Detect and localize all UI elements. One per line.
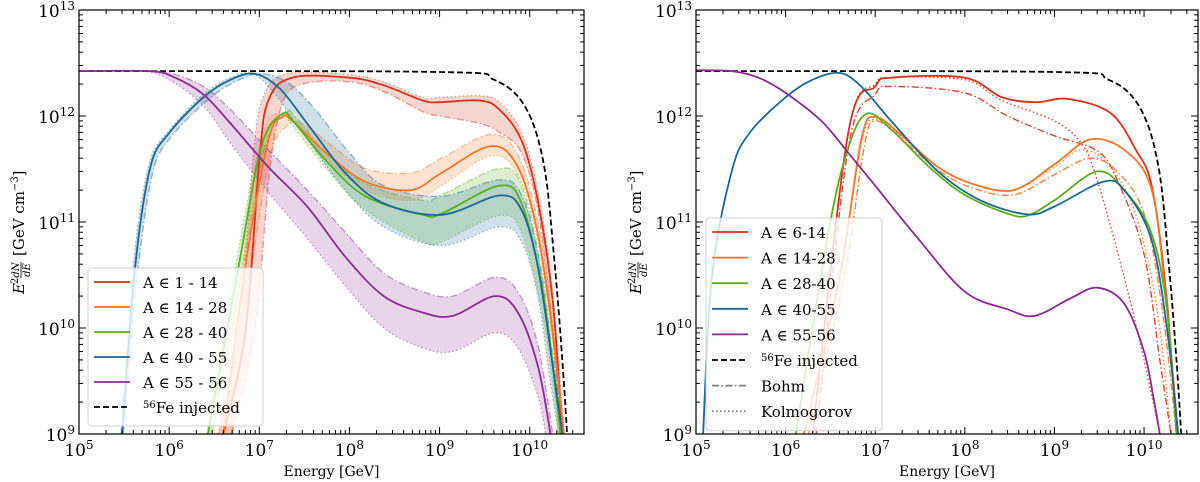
legend-item: A ∈ 6-14 bbox=[712, 224, 826, 242]
y-tick-label: 1011 bbox=[655, 211, 692, 234]
legend-item: Bohm bbox=[712, 378, 805, 396]
uncertainty-band bbox=[218, 113, 564, 434]
series-line bbox=[702, 71, 1179, 434]
legend-label: A ∈ 28 - 40 bbox=[142, 324, 227, 342]
plot-area bbox=[79, 69, 568, 434]
legend-label: Kolmogorov bbox=[761, 403, 853, 421]
legend-item: A ∈ 40 - 55 bbox=[94, 349, 227, 367]
x-tick-label: 105 bbox=[64, 438, 93, 461]
svg-text:dN: dN bbox=[628, 261, 639, 277]
legend-item: A ∈ 28-40 bbox=[712, 275, 836, 293]
y-tick-label: 1010 bbox=[655, 317, 692, 340]
legend-label: A ∈ 14-28 bbox=[760, 250, 836, 268]
y-tick-label: 1013 bbox=[38, 0, 75, 22]
svg-text:dE: dE bbox=[639, 262, 650, 276]
series-line bbox=[222, 74, 564, 434]
series-kolmogorov-line bbox=[811, 76, 1161, 434]
svg-text:2: 2 bbox=[10, 278, 21, 284]
legend-item: A ∈ 55-56 bbox=[712, 326, 836, 344]
x-axis-label: Energy [GeV] bbox=[283, 464, 379, 480]
x-tick-label: 1010 bbox=[511, 438, 548, 461]
x-tick-label: 106 bbox=[771, 438, 800, 461]
svg-text:E: E bbox=[627, 283, 645, 295]
legend-box bbox=[705, 217, 883, 432]
series-fe-injected-line bbox=[696, 70, 1183, 434]
series-bohm-line bbox=[231, 80, 562, 434]
legend-label: 56Fe injected bbox=[761, 352, 858, 370]
legend-item: A ∈ 1 - 14 bbox=[94, 274, 218, 292]
series-line bbox=[121, 72, 564, 434]
y-tick-label: 1012 bbox=[655, 105, 692, 128]
y-tick-label: 109 bbox=[663, 423, 692, 446]
legend: A ∈ 1 - 14 A ∈ 14 - 28 A ∈ 28 - 40 A ∈ 40 -… bbox=[87, 267, 264, 427]
series-line bbox=[222, 114, 565, 434]
series-line bbox=[794, 112, 1178, 434]
uncertainty-band bbox=[206, 109, 563, 434]
legend: A ∈ 6-14 A ∈ 14-28 A ∈ 28-40 A ∈ 40-55 A ∈ 5… bbox=[705, 217, 883, 432]
legend-item: Kolmogorov bbox=[712, 403, 853, 421]
legend-label: A ∈ 14 - 28 bbox=[142, 299, 227, 317]
legend-label: A ∈ 28-40 bbox=[760, 275, 836, 293]
y-tick-label: 1012 bbox=[38, 105, 75, 128]
series-kolmogorov-line bbox=[79, 69, 547, 434]
legend-label: A ∈ 1 - 14 bbox=[142, 274, 218, 292]
x-tick-label: 109 bbox=[425, 438, 454, 461]
uncertainty-band bbox=[120, 72, 564, 434]
legend-item: A ∈ 28 - 40 bbox=[94, 324, 227, 342]
series-line bbox=[79, 69, 552, 434]
y-tick-label: 1013 bbox=[655, 0, 692, 22]
x-tick-label: 107 bbox=[245, 438, 274, 461]
legend-label: A ∈ 40-55 bbox=[760, 301, 836, 319]
legend-label: A ∈ 55 - 56 bbox=[142, 374, 227, 392]
legend-item: A ∈ 40-55 bbox=[712, 301, 836, 319]
series-line bbox=[803, 116, 1179, 434]
series-bohm-line bbox=[815, 85, 1172, 434]
x-tick-label: 105 bbox=[681, 438, 710, 461]
uncertainty-band bbox=[79, 70, 553, 434]
x-tick-label: 107 bbox=[861, 438, 890, 461]
x-tick-label: 108 bbox=[950, 438, 979, 461]
legend-box bbox=[87, 267, 264, 427]
series-bohm-line bbox=[122, 73, 565, 434]
plot-area bbox=[696, 69, 1183, 434]
legend-item: A ∈ 14 - 28 bbox=[94, 299, 227, 317]
panel-left: 105 106 107 108 109 1010 109 1010 1011 1012 1013 En… bbox=[10, 0, 585, 480]
svg-text:[GeV cm−3]: [GeV cm−3] bbox=[10, 170, 28, 256]
x-tick-label: 106 bbox=[155, 438, 184, 461]
panel-right: 105 106 107 108 109 1010 109 1010 1011 1012 1013 En… bbox=[627, 0, 1199, 480]
x-tick-label: 1010 bbox=[1126, 438, 1163, 461]
legend-label: Bohm bbox=[761, 378, 805, 396]
legend-item: 56Fe injected bbox=[712, 352, 858, 370]
x-axis-label: Energy [GeV] bbox=[899, 464, 995, 480]
legend-label: 56Fe injected bbox=[143, 399, 240, 417]
x-tick-label: 108 bbox=[335, 438, 364, 461]
legend-item: A ∈ 14-28 bbox=[712, 250, 836, 268]
series-fe-injected-line bbox=[79, 70, 568, 434]
svg-text:dE: dE bbox=[22, 262, 33, 276]
legend-item: A ∈ 55 - 56 bbox=[94, 374, 227, 392]
svg-text:2: 2 bbox=[627, 278, 638, 284]
series-bohm-line bbox=[79, 70, 554, 434]
x-tick-label: 109 bbox=[1040, 438, 1069, 461]
legend-label: A ∈ 55-56 bbox=[760, 326, 836, 344]
svg-text:dN: dN bbox=[11, 261, 22, 277]
legend-label: A ∈ 40 - 55 bbox=[142, 349, 227, 367]
legend-item: 56Fe injected bbox=[94, 399, 240, 417]
svg-text:E: E bbox=[10, 283, 28, 295]
y-tick-label: 1011 bbox=[38, 211, 75, 234]
y-tick-label: 109 bbox=[46, 423, 75, 446]
svg-text:[GeV cm−3]: [GeV cm−3] bbox=[627, 170, 645, 256]
series-line bbox=[696, 69, 1161, 434]
series-kolmogorov-line bbox=[217, 71, 565, 434]
legend-label: A ∈ 6-14 bbox=[760, 224, 826, 242]
y-tick-label: 1010 bbox=[38, 317, 75, 340]
